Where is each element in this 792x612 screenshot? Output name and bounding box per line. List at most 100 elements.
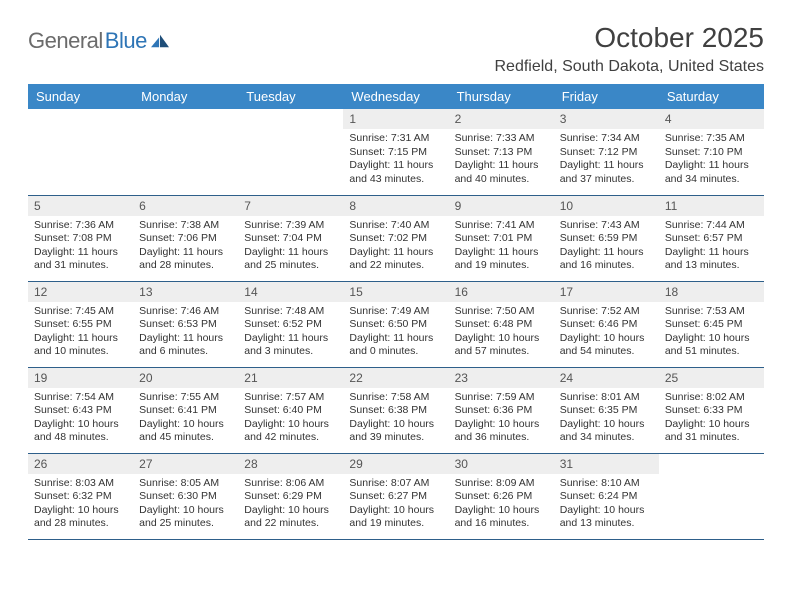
calendar-day-cell: 20Sunrise: 7:55 AMSunset: 6:41 PMDayligh… [133,367,238,453]
calendar-day-cell: 21Sunrise: 7:57 AMSunset: 6:40 PMDayligh… [238,367,343,453]
day-content: Sunrise: 7:55 AMSunset: 6:41 PMDaylight:… [133,388,238,452]
day-number: 8 [343,196,448,216]
day-content: Sunrise: 8:01 AMSunset: 6:35 PMDaylight:… [554,388,659,452]
day-number: 22 [343,368,448,388]
calendar-day-cell: 5Sunrise: 7:36 AMSunset: 7:08 PMDaylight… [28,195,133,281]
calendar-body: 1Sunrise: 7:31 AMSunset: 7:15 PMDaylight… [28,109,764,539]
day-content: Sunrise: 7:48 AMSunset: 6:52 PMDaylight:… [238,302,343,366]
day-number: 28 [238,454,343,474]
calendar-day-cell: 4Sunrise: 7:35 AMSunset: 7:10 PMDaylight… [659,109,764,195]
day-header: Friday [554,84,659,109]
day-number: 19 [28,368,133,388]
day-number: 13 [133,282,238,302]
day-header: Thursday [449,84,554,109]
calendar-day-cell: 9Sunrise: 7:41 AMSunset: 7:01 PMDaylight… [449,195,554,281]
day-content: Sunrise: 7:50 AMSunset: 6:48 PMDaylight:… [449,302,554,366]
calendar-page: GeneralBlue October 2025 Redfield, South… [0,0,792,562]
day-header: Wednesday [343,84,448,109]
day-number: 3 [554,109,659,129]
day-content: Sunrise: 8:03 AMSunset: 6:32 PMDaylight:… [28,474,133,538]
day-number: 6 [133,196,238,216]
day-number: 5 [28,196,133,216]
calendar-day-cell: 29Sunrise: 8:07 AMSunset: 6:27 PMDayligh… [343,453,448,539]
day-content: Sunrise: 8:10 AMSunset: 6:24 PMDaylight:… [554,474,659,538]
calendar-day-cell: 3Sunrise: 7:34 AMSunset: 7:12 PMDaylight… [554,109,659,195]
calendar-day-cell: 15Sunrise: 7:49 AMSunset: 6:50 PMDayligh… [343,281,448,367]
logo: GeneralBlue [28,28,169,54]
calendar-day-cell: 10Sunrise: 7:43 AMSunset: 6:59 PMDayligh… [554,195,659,281]
day-content: Sunrise: 7:57 AMSunset: 6:40 PMDaylight:… [238,388,343,452]
calendar-day-cell [238,109,343,195]
calendar-day-cell: 2Sunrise: 7:33 AMSunset: 7:13 PMDaylight… [449,109,554,195]
calendar-day-cell: 6Sunrise: 7:38 AMSunset: 7:06 PMDaylight… [133,195,238,281]
day-number: 9 [449,196,554,216]
day-content: Sunrise: 8:09 AMSunset: 6:26 PMDaylight:… [449,474,554,538]
day-content: Sunrise: 7:54 AMSunset: 6:43 PMDaylight:… [28,388,133,452]
calendar-day-cell [28,109,133,195]
calendar-week-row: 12Sunrise: 7:45 AMSunset: 6:55 PMDayligh… [28,281,764,367]
calendar-day-cell: 23Sunrise: 7:59 AMSunset: 6:36 PMDayligh… [449,367,554,453]
calendar-day-cell: 25Sunrise: 8:02 AMSunset: 6:33 PMDayligh… [659,367,764,453]
day-number: 12 [28,282,133,302]
calendar-day-cell: 26Sunrise: 8:03 AMSunset: 6:32 PMDayligh… [28,453,133,539]
day-content: Sunrise: 7:40 AMSunset: 7:02 PMDaylight:… [343,216,448,280]
month-title: October 2025 [495,22,765,54]
calendar-week-row: 5Sunrise: 7:36 AMSunset: 7:08 PMDaylight… [28,195,764,281]
day-content: Sunrise: 7:39 AMSunset: 7:04 PMDaylight:… [238,216,343,280]
day-header: Saturday [659,84,764,109]
calendar-day-cell: 14Sunrise: 7:48 AMSunset: 6:52 PMDayligh… [238,281,343,367]
day-number: 25 [659,368,764,388]
day-number: 16 [449,282,554,302]
day-header: Monday [133,84,238,109]
calendar-day-cell: 13Sunrise: 7:46 AMSunset: 6:53 PMDayligh… [133,281,238,367]
calendar-day-cell: 27Sunrise: 8:05 AMSunset: 6:30 PMDayligh… [133,453,238,539]
calendar-header-row: SundayMondayTuesdayWednesdayThursdayFrid… [28,84,764,109]
location-text: Redfield, South Dakota, United States [495,58,765,76]
day-content: Sunrise: 7:43 AMSunset: 6:59 PMDaylight:… [554,216,659,280]
day-content: Sunrise: 8:05 AMSunset: 6:30 PMDaylight:… [133,474,238,538]
day-number: 26 [28,454,133,474]
day-content: Sunrise: 7:59 AMSunset: 6:36 PMDaylight:… [449,388,554,452]
calendar-day-cell: 7Sunrise: 7:39 AMSunset: 7:04 PMDaylight… [238,195,343,281]
calendar-day-cell: 17Sunrise: 7:52 AMSunset: 6:46 PMDayligh… [554,281,659,367]
day-number: 29 [343,454,448,474]
calendar-day-cell [659,453,764,539]
day-number: 1 [343,109,448,129]
title-block: October 2025 Redfield, South Dakota, Uni… [495,22,765,76]
day-content: Sunrise: 7:38 AMSunset: 7:06 PMDaylight:… [133,216,238,280]
day-content: Sunrise: 8:02 AMSunset: 6:33 PMDaylight:… [659,388,764,452]
day-content: Sunrise: 7:45 AMSunset: 6:55 PMDaylight:… [28,302,133,366]
calendar-day-cell: 22Sunrise: 7:58 AMSunset: 6:38 PMDayligh… [343,367,448,453]
calendar-week-row: 1Sunrise: 7:31 AMSunset: 7:15 PMDaylight… [28,109,764,195]
day-content: Sunrise: 8:06 AMSunset: 6:29 PMDaylight:… [238,474,343,538]
calendar-week-row: 19Sunrise: 7:54 AMSunset: 6:43 PMDayligh… [28,367,764,453]
day-number: 18 [659,282,764,302]
day-content: Sunrise: 7:31 AMSunset: 7:15 PMDaylight:… [343,129,448,193]
day-header: Sunday [28,84,133,109]
calendar-day-cell: 11Sunrise: 7:44 AMSunset: 6:57 PMDayligh… [659,195,764,281]
calendar-day-cell: 1Sunrise: 7:31 AMSunset: 7:15 PMDaylight… [343,109,448,195]
day-content: Sunrise: 8:07 AMSunset: 6:27 PMDaylight:… [343,474,448,538]
calendar-day-cell: 12Sunrise: 7:45 AMSunset: 6:55 PMDayligh… [28,281,133,367]
day-number: 30 [449,454,554,474]
day-content: Sunrise: 7:58 AMSunset: 6:38 PMDaylight:… [343,388,448,452]
day-content: Sunrise: 7:41 AMSunset: 7:01 PMDaylight:… [449,216,554,280]
day-number: 23 [449,368,554,388]
calendar-day-cell [133,109,238,195]
calendar-day-cell: 28Sunrise: 8:06 AMSunset: 6:29 PMDayligh… [238,453,343,539]
calendar-day-cell: 30Sunrise: 8:09 AMSunset: 6:26 PMDayligh… [449,453,554,539]
calendar-day-cell: 19Sunrise: 7:54 AMSunset: 6:43 PMDayligh… [28,367,133,453]
day-number: 15 [343,282,448,302]
day-number: 2 [449,109,554,129]
day-content: Sunrise: 7:36 AMSunset: 7:08 PMDaylight:… [28,216,133,280]
calendar-week-row: 26Sunrise: 8:03 AMSunset: 6:32 PMDayligh… [28,453,764,539]
day-content: Sunrise: 7:33 AMSunset: 7:13 PMDaylight:… [449,129,554,193]
calendar-day-cell: 31Sunrise: 8:10 AMSunset: 6:24 PMDayligh… [554,453,659,539]
day-number: 10 [554,196,659,216]
day-number: 4 [659,109,764,129]
day-number: 17 [554,282,659,302]
day-content: Sunrise: 7:53 AMSunset: 6:45 PMDaylight:… [659,302,764,366]
header: GeneralBlue October 2025 Redfield, South… [28,22,764,76]
day-number: 21 [238,368,343,388]
day-content: Sunrise: 7:49 AMSunset: 6:50 PMDaylight:… [343,302,448,366]
